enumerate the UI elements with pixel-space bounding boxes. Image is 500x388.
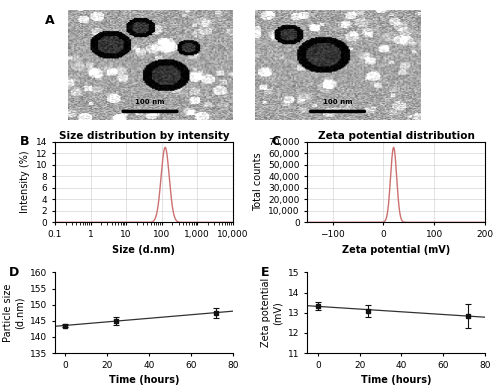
Title: Size distribution by intensity: Size distribution by intensity <box>58 131 229 141</box>
Text: B: B <box>20 135 29 148</box>
Text: C: C <box>272 135 281 148</box>
Text: D: D <box>9 266 19 279</box>
Title: Zeta potential distribution: Zeta potential distribution <box>318 131 474 141</box>
X-axis label: Time (hours): Time (hours) <box>361 375 432 385</box>
Text: E: E <box>261 266 270 279</box>
Y-axis label: Particle size
(d.nm): Particle size (d.nm) <box>3 284 24 342</box>
X-axis label: Size (d.nm): Size (d.nm) <box>112 244 176 255</box>
Text: 100 nm: 100 nm <box>135 99 165 105</box>
Y-axis label: Zeta potential
(mV): Zeta potential (mV) <box>261 278 282 347</box>
Y-axis label: Total counts: Total counts <box>252 152 262 211</box>
Y-axis label: Intensity (%): Intensity (%) <box>20 151 30 213</box>
X-axis label: Time (hours): Time (hours) <box>108 375 179 385</box>
Text: 100 nm: 100 nm <box>323 99 352 105</box>
Text: A: A <box>45 14 54 27</box>
X-axis label: Zeta potential (mV): Zeta potential (mV) <box>342 244 450 255</box>
